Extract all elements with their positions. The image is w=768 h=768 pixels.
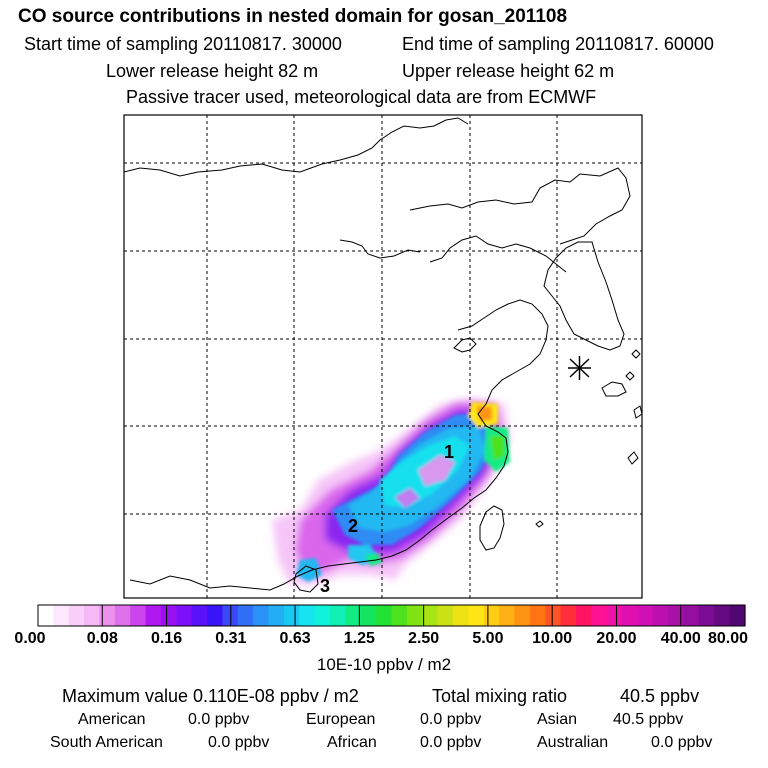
total-mixing-ratio-value: 40.5 ppbv xyxy=(620,686,700,706)
colorbar-swatch xyxy=(314,605,331,626)
colorbar-swatch xyxy=(253,605,270,626)
african-label: African xyxy=(327,734,377,751)
colorbar-unit: 10E-10 ppbv / m2 xyxy=(316,655,452,674)
colorbar-swatch xyxy=(698,605,715,626)
south-american-label: South American xyxy=(50,734,163,751)
colorbar-tick-label: 0.63 xyxy=(279,630,311,647)
colorbar-swatch xyxy=(514,605,531,626)
colorbar-tick-label: 2.50 xyxy=(408,630,440,647)
colorbar-swatch xyxy=(38,605,54,626)
source-label-1: 1 xyxy=(444,442,454,462)
australian-value: 0.0 ppbv xyxy=(651,734,713,751)
colorbar-swatch xyxy=(591,605,608,626)
european-label: European xyxy=(306,711,376,728)
colorbar-swatch xyxy=(637,605,654,626)
receptor-asterisk-icon xyxy=(568,356,591,380)
colorbar-swatch xyxy=(84,605,101,626)
australian-label: Australian xyxy=(537,734,609,751)
colorbar-tick-label: 1.25 xyxy=(343,630,375,647)
plume-layer xyxy=(272,398,510,585)
total-mixing-ratio-label: Total mixing ratio xyxy=(432,686,568,706)
colorbar-tick-label: 0.16 xyxy=(150,630,183,647)
colorbar-swatch xyxy=(391,605,408,626)
colorbar-swatch xyxy=(422,605,439,626)
colorbar-tick-label: 5.00 xyxy=(472,630,504,647)
colorbar-swatch xyxy=(529,605,546,626)
south-american-value: 0.0 ppbv xyxy=(208,734,270,751)
colorbar-swatch xyxy=(345,605,362,626)
colorbar-swatch xyxy=(299,605,316,626)
maximum-value: Maximum value 0.110E-08 ppbv / m2 xyxy=(62,686,359,706)
colorbar-swatch xyxy=(452,605,469,626)
source-label-2: 2 xyxy=(348,516,358,536)
colorbar-swatch xyxy=(729,605,746,626)
graticule xyxy=(124,115,642,598)
colorbar-swatch xyxy=(560,605,577,626)
colorbar-swatch xyxy=(668,605,685,626)
colorbar-tick-label: 0.31 xyxy=(215,630,247,647)
start-time-label: Start time of sampling 20110817. 30000 xyxy=(24,34,342,54)
colorbar-swatch xyxy=(545,605,562,626)
colorbar-swatch xyxy=(606,605,623,626)
colorbar-swatch xyxy=(176,605,193,626)
colorbar-swatch xyxy=(114,605,131,626)
colorbar-tick-label: 80.00 xyxy=(707,630,749,647)
colorbar-swatch xyxy=(683,605,700,626)
colorbar-swatch xyxy=(499,605,516,626)
map-frame xyxy=(123,114,643,599)
colorbar-tick-label: 40.00 xyxy=(660,630,701,647)
colorbar-tick-label: 0.08 xyxy=(86,630,118,647)
colorbar-swatch xyxy=(268,605,285,626)
colorbar-swatch xyxy=(207,605,224,626)
colorbar-tick-label: 10.00 xyxy=(532,630,573,647)
colorbar-swatch xyxy=(130,605,147,626)
asian-label: Asian xyxy=(537,711,578,728)
upper-release-height: Upper release height 62 m xyxy=(402,61,615,81)
end-time-label: End time of sampling 20110817. 60000 xyxy=(402,34,714,54)
colorbar-swatch xyxy=(237,605,254,626)
colorbar-swatch xyxy=(360,605,377,626)
colorbar-swatch xyxy=(406,605,423,626)
source-label-3: 3 xyxy=(320,576,330,596)
african-value: 0.0 ppbv xyxy=(420,734,482,751)
american-label: American xyxy=(78,711,146,728)
european-value: 0.0 ppbv xyxy=(420,711,482,728)
colorbar-swatch xyxy=(160,605,177,626)
chart-title: CO source contributions in nested domain… xyxy=(18,6,568,27)
tracer-note: Passive tracer used, meteorological data… xyxy=(126,87,597,107)
colorbar-swatch xyxy=(376,605,393,626)
lower-release-height: Lower release height 82 m xyxy=(106,61,319,81)
colorbar-swatch xyxy=(437,605,454,626)
colorbar-outline xyxy=(37,604,746,627)
colorbar xyxy=(37,604,746,627)
coastlines xyxy=(124,117,642,593)
colorbar-swatch xyxy=(483,605,500,626)
american-value: 0.0 ppbv xyxy=(188,711,250,728)
colorbar-swatch xyxy=(191,605,208,626)
colorbar-swatch xyxy=(68,605,85,626)
colorbar-swatch xyxy=(575,605,592,626)
colorbar-swatch xyxy=(468,605,485,626)
colorbar-swatch xyxy=(53,605,70,626)
asian-value: 40.5 ppbv xyxy=(613,711,684,728)
colorbar-swatch xyxy=(283,605,300,626)
colorbar-swatch xyxy=(330,605,346,626)
colorbar-swatch xyxy=(622,605,639,626)
colorbar-swatch xyxy=(714,605,731,626)
colorbar-swatch xyxy=(145,605,162,626)
colorbar-swatch xyxy=(652,605,669,626)
colorbar-swatch xyxy=(99,605,116,626)
colorbar-tick-label: 20.00 xyxy=(596,630,637,647)
colorbar-tick-label: 0.00 xyxy=(14,630,46,647)
